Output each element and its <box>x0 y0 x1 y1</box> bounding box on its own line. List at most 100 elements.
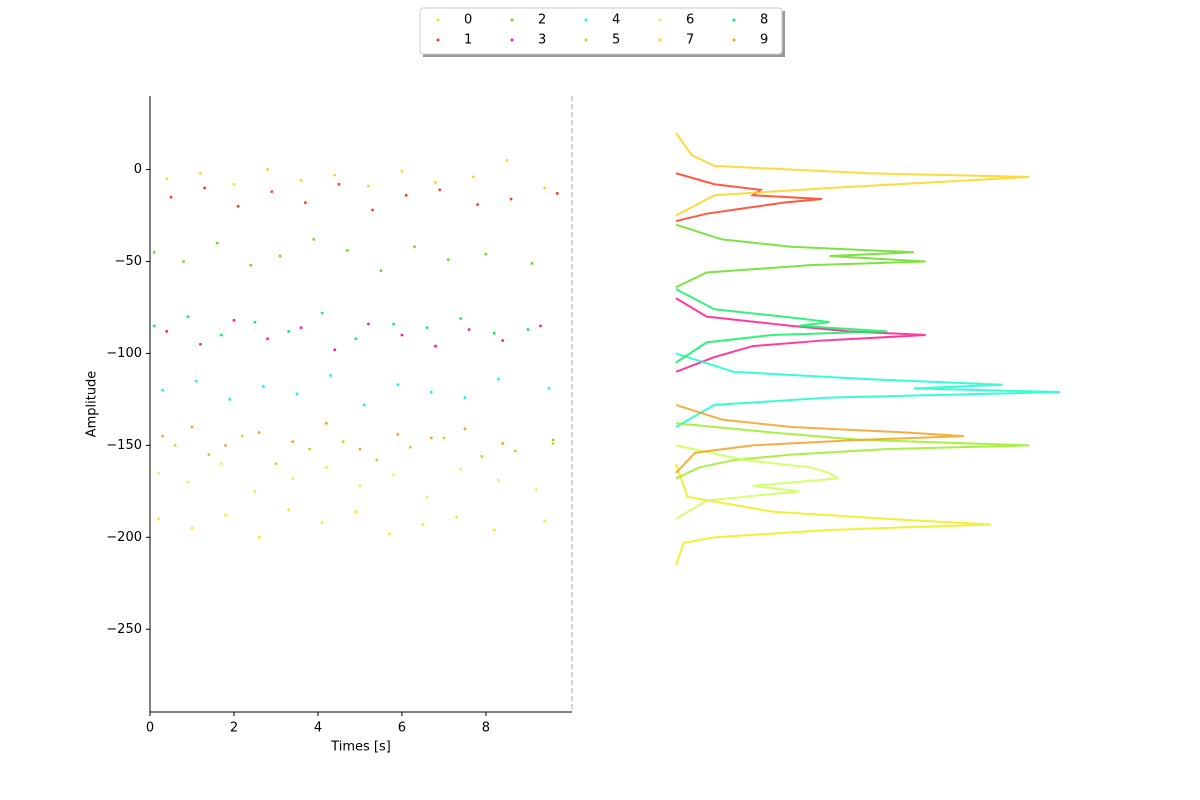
point <box>249 263 253 267</box>
point <box>266 168 269 171</box>
point <box>425 326 429 330</box>
y-tick-label: −250 <box>106 622 142 637</box>
point <box>152 250 156 254</box>
legend-marker <box>658 38 662 42</box>
point <box>253 320 257 324</box>
point <box>232 318 236 322</box>
point <box>186 480 190 484</box>
point <box>165 329 169 333</box>
point <box>324 466 328 469</box>
point <box>299 179 303 182</box>
point <box>303 201 307 205</box>
point <box>320 521 324 525</box>
legend-label: 1 <box>464 33 472 48</box>
point <box>257 535 261 539</box>
point <box>299 326 303 330</box>
point <box>278 254 282 258</box>
point <box>429 390 433 394</box>
y-axis-label: Amplitude <box>85 371 100 438</box>
legend-marker <box>584 38 588 42</box>
legend-marker <box>510 18 514 22</box>
x-tick-label: 0 <box>146 721 154 736</box>
point <box>392 322 395 326</box>
point <box>224 513 227 517</box>
point <box>459 317 463 320</box>
point <box>236 204 240 208</box>
point <box>291 477 295 480</box>
point <box>551 442 555 445</box>
point <box>333 348 337 352</box>
point <box>287 329 290 333</box>
legend-label: 5 <box>612 33 620 48</box>
legend-marker <box>510 38 514 42</box>
point <box>190 425 194 429</box>
legend-label: 6 <box>686 13 694 28</box>
point <box>534 488 538 491</box>
point <box>459 467 463 471</box>
point <box>446 258 450 262</box>
legend-marker <box>732 18 736 22</box>
legend-marker <box>584 18 588 22</box>
point <box>203 186 206 190</box>
point <box>194 379 198 383</box>
point <box>463 396 467 399</box>
point <box>295 392 299 396</box>
point <box>463 427 467 431</box>
legend-label: 0 <box>464 13 472 28</box>
point <box>543 186 547 190</box>
point <box>215 241 219 245</box>
point <box>219 462 223 466</box>
point <box>375 458 379 462</box>
point <box>505 158 509 162</box>
point <box>400 333 404 337</box>
density-line <box>675 422 1030 480</box>
legend-label: 4 <box>612 13 620 28</box>
y-tick-label: 0 <box>134 162 142 177</box>
point <box>270 190 274 194</box>
point <box>261 385 265 388</box>
point <box>198 171 202 175</box>
point <box>396 383 400 387</box>
point <box>207 453 211 456</box>
point <box>320 311 324 315</box>
point <box>240 434 244 438</box>
point <box>228 398 232 401</box>
point <box>539 324 542 328</box>
x-tick-label: 4 <box>314 721 322 736</box>
legend-marker <box>436 38 440 42</box>
x-tick-label: 2 <box>230 721 238 736</box>
point <box>492 331 496 335</box>
point <box>156 471 160 475</box>
point <box>358 484 362 488</box>
point <box>387 532 391 536</box>
point <box>165 177 169 181</box>
point <box>434 181 437 184</box>
point <box>169 195 173 199</box>
point <box>484 252 488 256</box>
legend-label: 2 <box>538 13 546 28</box>
point <box>492 528 496 532</box>
point <box>547 386 551 390</box>
point <box>438 188 442 192</box>
point <box>257 431 261 434</box>
point <box>467 328 471 331</box>
point <box>480 455 484 458</box>
point <box>341 440 345 444</box>
point <box>429 436 433 440</box>
point <box>312 238 316 241</box>
point <box>190 526 194 530</box>
legend-label: 3 <box>538 33 546 48</box>
legend-marker <box>436 18 440 22</box>
point <box>354 337 358 341</box>
density-line <box>675 223 926 289</box>
point <box>291 440 295 444</box>
point <box>161 434 164 438</box>
point <box>219 333 223 337</box>
density-line <box>675 288 888 364</box>
point <box>543 519 547 523</box>
point <box>308 447 311 451</box>
point <box>442 436 446 440</box>
point <box>161 388 164 392</box>
point <box>379 269 383 273</box>
